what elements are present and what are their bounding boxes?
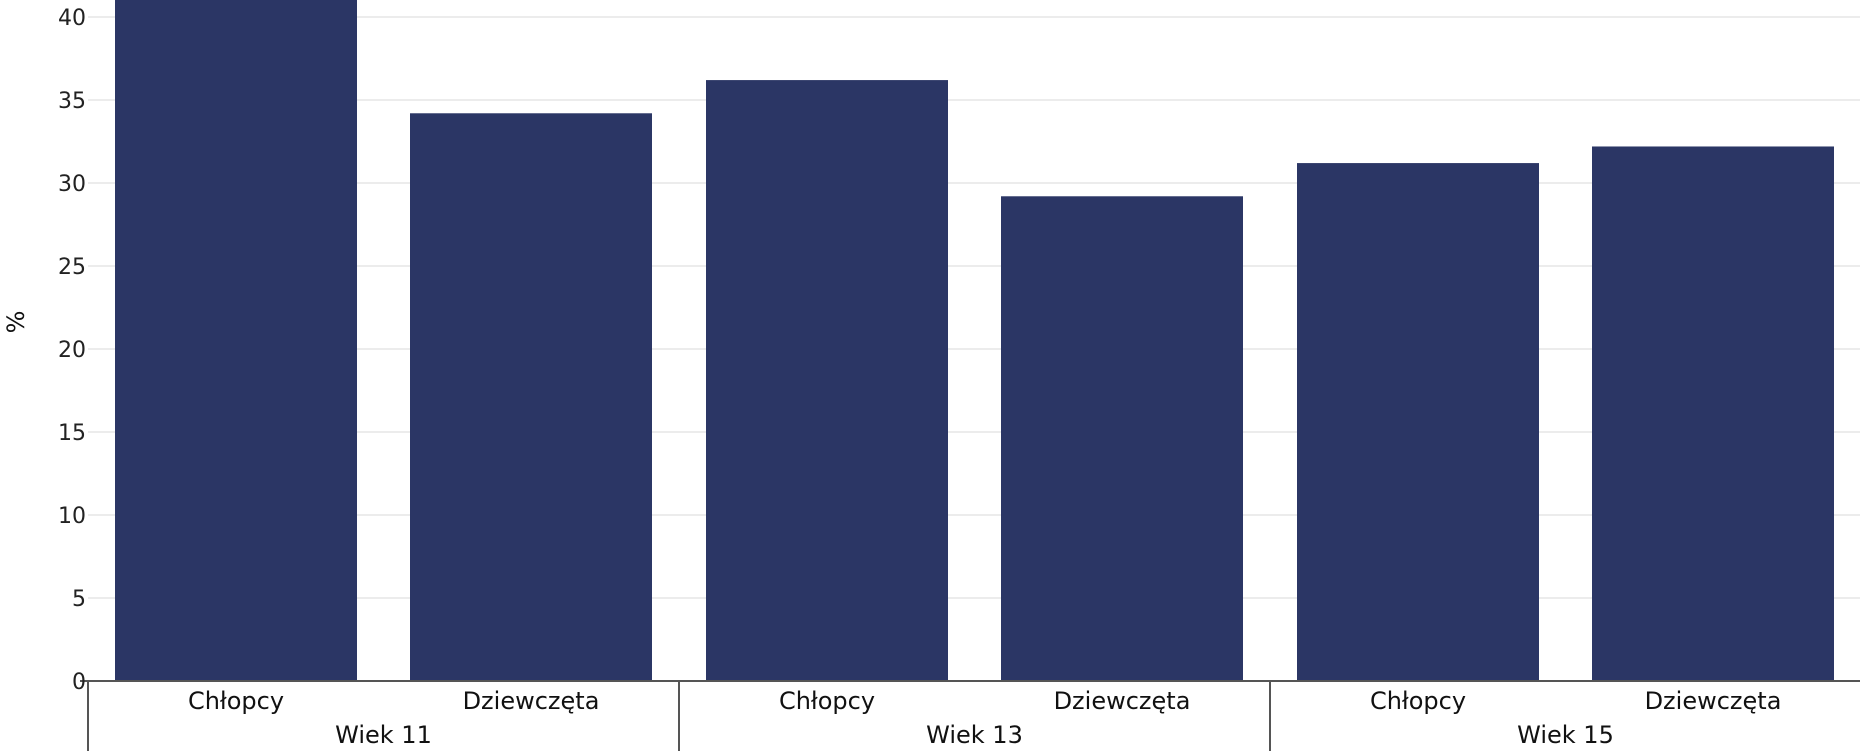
bar [1297, 163, 1539, 681]
y-tick-label: 40 [58, 6, 86, 31]
x-category-label: Chłopcy [1370, 687, 1466, 715]
x-category-label: Chłopcy [779, 687, 875, 715]
bar [1592, 146, 1834, 682]
axes [80, 680, 1860, 751]
y-tick-label: 10 [58, 504, 86, 529]
y-tick-label: 25 [58, 255, 86, 280]
bar [1001, 196, 1243, 681]
grid-lines [88, 16, 1860, 599]
y-tick-label: 15 [58, 421, 86, 446]
bar [410, 113, 652, 681]
y-axis-title: % [2, 311, 30, 334]
x-group-label: Wiek 13 [926, 721, 1023, 749]
x-category-label: Dziewczęta [1054, 687, 1191, 715]
y-tick-label: 35 [58, 89, 86, 114]
bar [706, 80, 948, 681]
bars [115, 0, 1834, 682]
y-tick-label: 0 [72, 670, 86, 695]
x-group-label: Wiek 11 [335, 721, 432, 749]
x-group-label: Wiek 15 [1517, 721, 1614, 749]
x-category-label: Chłopcy [188, 687, 284, 715]
y-tick-label: 30 [58, 172, 86, 197]
y-tick-labels: 0 5 10 15 20 25 30 35 40 [58, 6, 86, 695]
y-tick-label: 5 [72, 587, 86, 612]
x-category-labels: Chłopcy Dziewczęta Wiek 11 Chłopcy Dziewczęt… [188, 687, 1781, 749]
x-category-label: Dziewczęta [463, 687, 600, 715]
x-category-label: Dziewczęta [1645, 687, 1782, 715]
bar [115, 0, 357, 681]
y-tick-label: 20 [58, 338, 86, 363]
